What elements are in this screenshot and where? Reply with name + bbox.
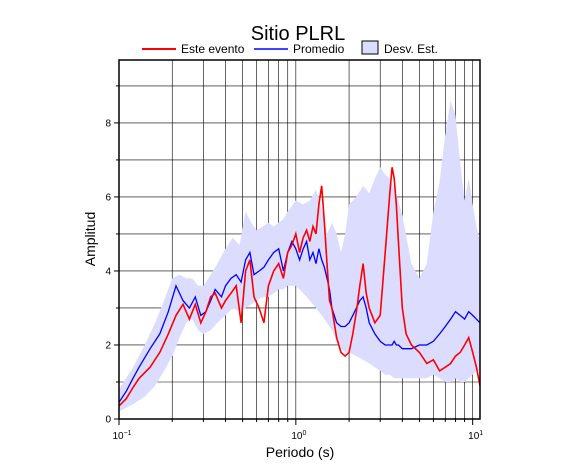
x-tick-labels: 10−1 100 101 xyxy=(112,430,483,442)
y-tick-label: 4 xyxy=(105,266,111,277)
x-tick-label: 100 xyxy=(291,430,306,442)
legend-label-promedio: Promedio xyxy=(293,42,345,56)
axis-ticks xyxy=(114,85,474,425)
std-dev-band xyxy=(119,100,480,412)
legend-label-desv-est: Desv. Est. xyxy=(384,42,438,56)
y-tick-label: 8 xyxy=(105,118,111,129)
legend-label-este-evento: Este evento xyxy=(181,42,245,56)
x-tick-label: 101 xyxy=(468,430,483,442)
series-line-promedio xyxy=(119,239,480,403)
y-tick-label: 2 xyxy=(105,340,111,351)
y-tick-labels: 0 2 4 6 8 xyxy=(105,118,111,425)
y-tick-label: 6 xyxy=(105,192,111,203)
legend-swatch-desv-est xyxy=(361,40,379,55)
legend: Este evento Promedio Desv. Est. xyxy=(142,40,438,56)
x-tick-label: 10−1 xyxy=(112,430,131,442)
y-axis-label: Amplitud xyxy=(82,212,98,266)
y-tick-label: 0 xyxy=(105,415,111,426)
series-line-este-evento xyxy=(119,167,480,407)
chart-title: Sitio PLRL xyxy=(251,23,346,45)
x-axis-label: Periodo (s) xyxy=(266,444,334,460)
plot-frame xyxy=(118,59,481,420)
